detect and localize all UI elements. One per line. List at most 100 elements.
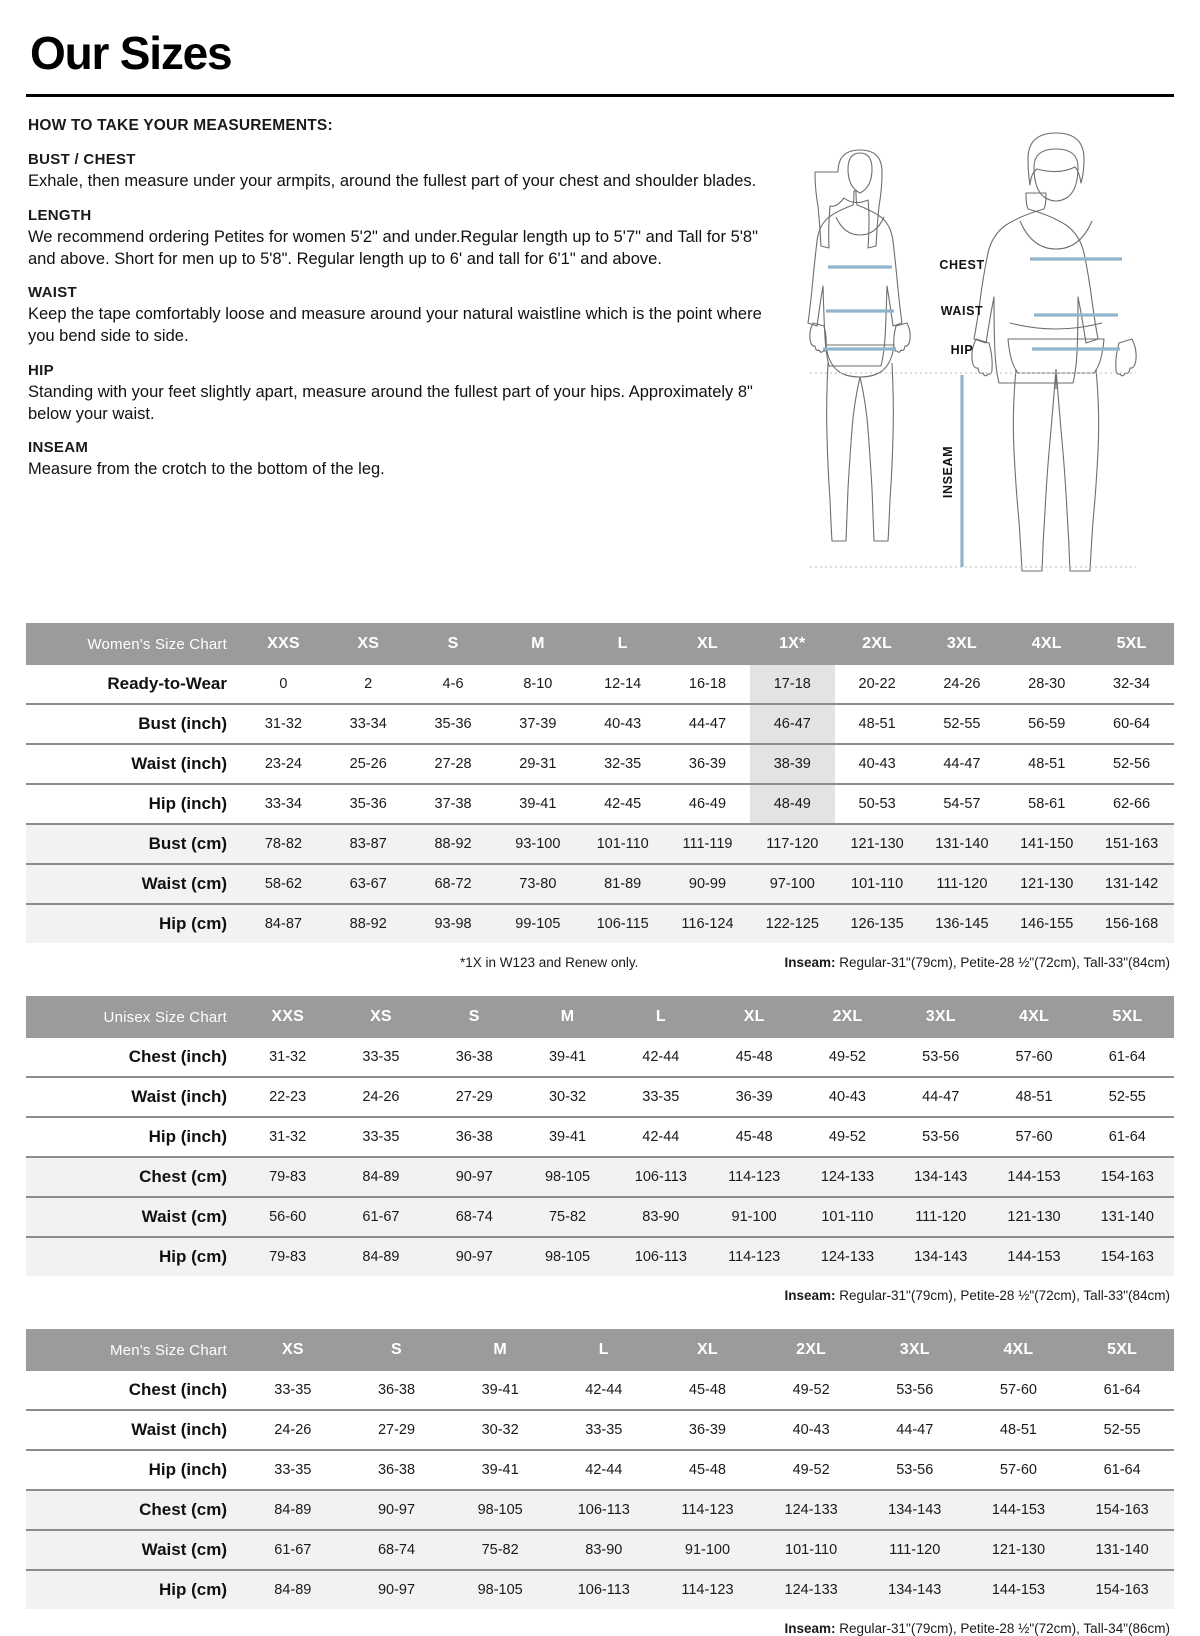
- row-header: Hip (inch): [26, 784, 241, 825]
- row-header: Hip (cm): [26, 1237, 241, 1276]
- male-figure-outline: [971, 132, 1137, 572]
- table-cell: 25-26: [325, 744, 411, 785]
- row-header: Chest (inch): [26, 1038, 241, 1078]
- table-cell: 40-43: [800, 1077, 895, 1118]
- table-row: Hip (cm) 84-87 88-92 93-98 99-105 106-115 116-…: [26, 904, 1174, 943]
- table-cell: 61-64: [1080, 1117, 1174, 1158]
- table-cell: 40-43: [834, 744, 920, 785]
- table-cell: 52-55: [1070, 1410, 1174, 1451]
- table-cell: 90-97: [344, 1570, 449, 1609]
- table-cell: 114-123: [655, 1570, 760, 1609]
- column-header-xl: XL: [665, 623, 750, 665]
- row-header: Waist (inch): [26, 1077, 241, 1118]
- table-cell: 93-100: [495, 824, 581, 865]
- table-cell: 53-56: [894, 1038, 988, 1078]
- table-cell: 33-35: [551, 1410, 656, 1451]
- footnote-inseam-label: Inseam:: [784, 1288, 836, 1303]
- table-cell: 131-142: [1089, 864, 1174, 905]
- row-header: Bust (inch): [26, 704, 241, 745]
- table-row: Hip (inch) 33-35 36-38 39-41 42-44 45-48 49-52…: [26, 1450, 1174, 1491]
- table-row: Hip (cm) 79-83 84-89 90-97 98-105 106-113 114-…: [26, 1237, 1174, 1276]
- table-cell: 124-133: [800, 1237, 895, 1276]
- table-cell: 90-97: [344, 1490, 449, 1531]
- table-cell: 37-39: [495, 704, 581, 745]
- table-cell: 53-56: [862, 1450, 967, 1491]
- table-cell: 36-38: [427, 1117, 521, 1158]
- table-cell: 39-41: [520, 1038, 615, 1078]
- table-cell: 31-32: [241, 1117, 335, 1158]
- column-header-3xl: 3XL: [862, 1329, 967, 1371]
- table-cell: 61-67: [241, 1530, 345, 1571]
- measurement-body: We recommend ordering Petites for women …: [28, 227, 758, 268]
- table-cell: 37-38: [410, 784, 496, 825]
- measurement-block-inseam: INSEAM Measure from the crotch to the bo…: [28, 439, 766, 481]
- table-cell: 0: [241, 665, 326, 705]
- table-cell: 84-89: [334, 1157, 428, 1198]
- unisex-chart-footnotes: Inseam: Regular-31"(79cm), Petite-28 ½"(…: [26, 1288, 1174, 1303]
- unisex-size-chart-table: Unisex Size Chart XXS XS S M L XL 2XL 3XL 4XL 5XL …: [26, 996, 1174, 1276]
- column-header-m: M: [520, 996, 615, 1038]
- row-header: Hip (cm): [26, 904, 241, 943]
- table-cell: 81-89: [580, 864, 666, 905]
- table-cell: 49-52: [800, 1117, 895, 1158]
- column-header-l: L: [614, 996, 708, 1038]
- figure-label-chest: CHEST: [939, 258, 984, 272]
- table-cell: 114-123: [707, 1157, 801, 1198]
- table-cell: 32-35: [580, 744, 666, 785]
- table-cell: 4-6: [410, 665, 496, 705]
- table-cell: 33-35: [334, 1038, 428, 1078]
- table-cell: 36-38: [344, 1371, 449, 1411]
- table-cell: 131-140: [1070, 1530, 1174, 1571]
- column-header-3xl: 3XL: [894, 996, 988, 1038]
- table-header-row: Women's Size Chart XXS XS S M L XL 1X* 2XL 3XL 4XL…: [26, 623, 1174, 665]
- table-cell: 90-97: [427, 1157, 521, 1198]
- table-row: Chest (cm) 84-89 90-97 98-105 106-113 114-123…: [26, 1490, 1174, 1531]
- table-cell: 111-120: [862, 1530, 967, 1571]
- table-cell: 131-140: [919, 824, 1005, 865]
- table-cell: 134-143: [862, 1490, 967, 1531]
- column-header-s: S: [427, 996, 521, 1038]
- row-header: Waist (cm): [26, 864, 241, 905]
- table-cell: 156-168: [1089, 904, 1174, 943]
- table-cell: 52-55: [919, 704, 1005, 745]
- mens-size-chart-section: Men's Size Chart XS S M L XL 2XL 3XL 4XL 5XL Ches…: [26, 1329, 1174, 1636]
- measurement-body: Exhale, then measure under your armpits,…: [28, 172, 757, 190]
- table-row: Waist (inch) 22-23 24-26 27-29 30-32 33-35 36-…: [26, 1077, 1174, 1118]
- row-header: Bust (cm): [26, 824, 241, 865]
- table-cell: 98-105: [520, 1237, 615, 1276]
- column-header-xs: XS: [334, 996, 428, 1038]
- table-cell: 42-45: [580, 784, 666, 825]
- table-row: Bust (inch) 31-32 33-34 35-36 37-39 40-43 44-4…: [26, 704, 1174, 745]
- table-cell: 49-52: [759, 1371, 863, 1411]
- column-header-4xl: 4XL: [966, 1329, 1071, 1371]
- column-header-l: L: [551, 1329, 656, 1371]
- table-cell: 22-23: [241, 1077, 335, 1118]
- table-cell: 126-135: [834, 904, 920, 943]
- table-cell: 101-110: [580, 824, 666, 865]
- row-header: Chest (inch): [26, 1371, 241, 1411]
- row-header: Chest (cm): [26, 1490, 241, 1531]
- column-header-5xl: 5XL: [1070, 1329, 1174, 1371]
- table-cell: 61-67: [334, 1197, 428, 1238]
- table-cell: 52-56: [1089, 744, 1174, 785]
- table-cell: 44-47: [894, 1077, 988, 1118]
- table-cell: 45-48: [707, 1038, 801, 1078]
- table-cell: 38-39: [749, 744, 835, 785]
- measurement-block-bust-chest: BUST / CHEST Exhale, then measure under …: [28, 151, 766, 193]
- table-cell: 63-67: [325, 864, 411, 905]
- table-cell: 98-105: [448, 1490, 552, 1531]
- table-cell: 141-150: [1004, 824, 1090, 865]
- table-cell: 93-98: [410, 904, 496, 943]
- table-cell: 42-44: [614, 1038, 708, 1078]
- how-to-heading: HOW TO TAKE YOUR MEASUREMENTS:: [28, 117, 333, 134]
- row-header: Waist (inch): [26, 744, 241, 785]
- mens-chart-footnotes: Inseam: Regular-31"(79cm), Petite-28 ½"(…: [26, 1621, 1174, 1636]
- table-cell: 27-29: [427, 1077, 521, 1118]
- footnote-1x-note: *1X in W123 and Renew only.: [460, 955, 639, 970]
- column-header-s: S: [410, 623, 496, 665]
- table-cell: 154-163: [1070, 1490, 1174, 1531]
- title-divider: [26, 94, 1174, 97]
- table-cell: 45-48: [655, 1371, 760, 1411]
- table-row: Bust (cm) 78-82 83-87 88-92 93-100 101-110 111…: [26, 824, 1174, 865]
- table-row: Chest (inch) 31-32 33-35 36-38 39-41 42-44 45-…: [26, 1038, 1174, 1078]
